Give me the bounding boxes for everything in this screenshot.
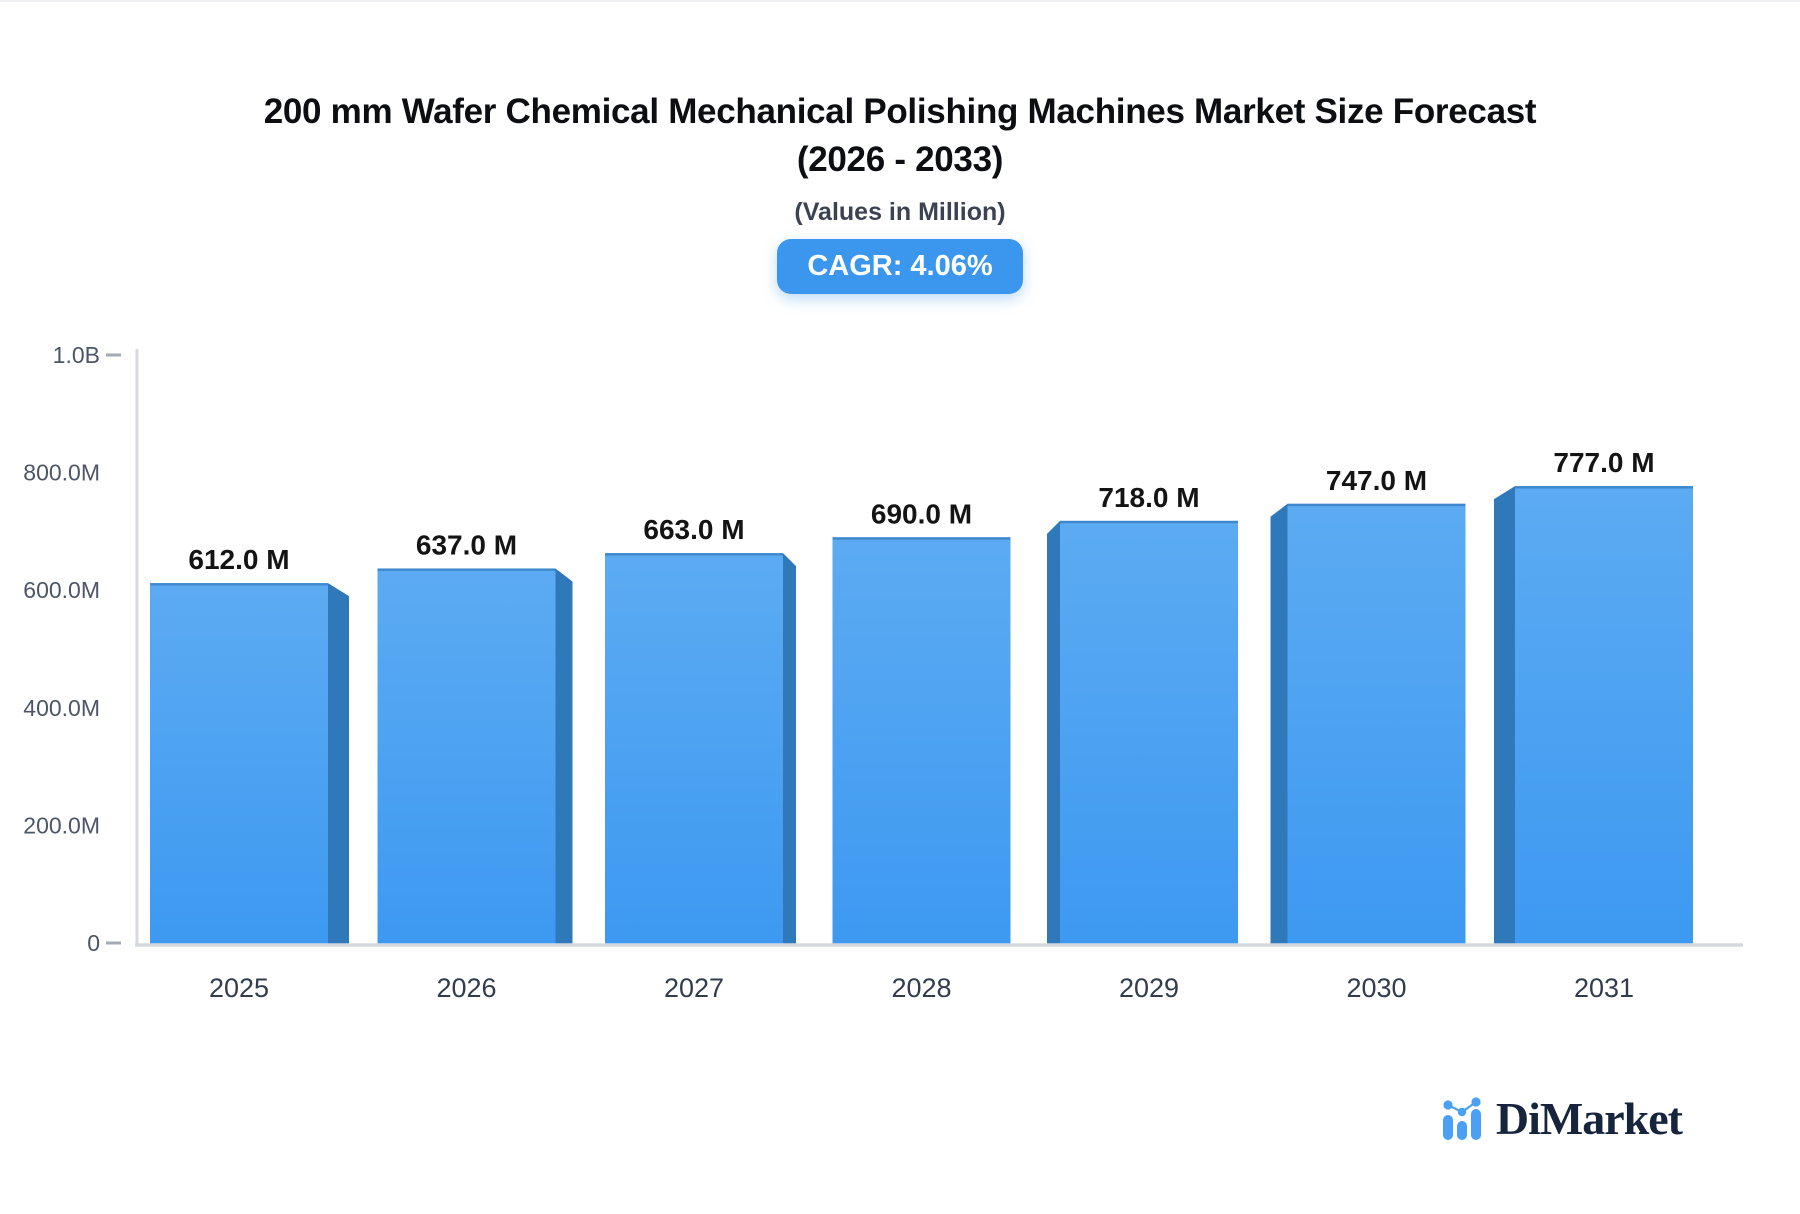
bar-value-label: 637.0 M bbox=[416, 529, 517, 560]
bar-value-label: 747.0 M bbox=[1326, 465, 1427, 496]
chart-title-line2: (2026 - 2033) bbox=[796, 140, 1004, 179]
bar-2028[interactable] bbox=[832, 537, 1011, 944]
bar-2025[interactable] bbox=[150, 583, 328, 944]
x-tick-label-2025: 2025 bbox=[209, 973, 269, 1003]
bar-group-2028: 690.0 M bbox=[832, 498, 1011, 944]
bar-side-face bbox=[1494, 486, 1515, 944]
y-tick-label: 400.0M bbox=[23, 695, 100, 721]
bar-value-label: 663.0 M bbox=[643, 514, 744, 545]
chart-units-subtitle: (Values in Million) bbox=[794, 198, 1006, 226]
bar-side-face bbox=[328, 583, 349, 944]
bar-group-2026: 637.0 M bbox=[377, 529, 573, 944]
chart-title-line1: 200 mm Wafer Chemical Mechanical Polishi… bbox=[263, 92, 1537, 131]
x-tick-label-2029: 2029 bbox=[1119, 973, 1179, 1003]
dimarket-logo: DiMarket bbox=[1439, 1093, 1683, 1144]
bar-side-face bbox=[783, 553, 796, 944]
bar-value-label: 612.0 M bbox=[188, 544, 289, 575]
dimarket-logo-text: DiMarket bbox=[1495, 1093, 1683, 1144]
bar-2030[interactable] bbox=[1287, 503, 1466, 944]
x-tick-label-2027: 2027 bbox=[664, 973, 724, 1003]
bar-2029[interactable] bbox=[1060, 520, 1238, 944]
chart-header: 200 mm Wafer Chemical Mechanical Polishi… bbox=[0, 88, 1800, 294]
x-tick-label-2030: 2030 bbox=[1346, 973, 1406, 1003]
y-tick-label: 0 bbox=[87, 930, 100, 956]
x-tick-label-2026: 2026 bbox=[436, 973, 496, 1003]
x-tick-label-2031: 2031 bbox=[1574, 973, 1634, 1003]
bar-side-face bbox=[1047, 520, 1060, 944]
x-tick-label-2028: 2028 bbox=[891, 973, 951, 1003]
bar-group-2027: 663.0 M bbox=[605, 514, 796, 944]
bar-group-2030: 747.0 M bbox=[1270, 465, 1466, 944]
bar-2027[interactable] bbox=[605, 553, 783, 944]
bar-group-2029: 718.0 M bbox=[1047, 482, 1238, 944]
bar-value-label: 777.0 M bbox=[1553, 447, 1654, 478]
bar-value-label: 718.0 M bbox=[1098, 482, 1199, 513]
bar-group-2031: 777.0 M bbox=[1494, 447, 1693, 944]
y-tick-label: 600.0M bbox=[23, 577, 100, 603]
cagr-badge: CAGR: 4.06% bbox=[777, 239, 1023, 294]
y-tick-label: 1.0B bbox=[53, 342, 100, 368]
bar-value-label: 690.0 M bbox=[871, 498, 972, 529]
dimarket-logo-icon bbox=[1442, 1097, 1481, 1140]
bar-2031[interactable] bbox=[1515, 486, 1693, 944]
bar-side-face bbox=[1270, 503, 1288, 944]
bar-group-2025: 612.0 M bbox=[150, 544, 349, 944]
bar-2026[interactable] bbox=[377, 568, 556, 944]
y-tick-label: 200.0M bbox=[23, 812, 100, 838]
y-tick-label: 800.0M bbox=[23, 460, 100, 486]
bar-side-face bbox=[555, 568, 573, 944]
